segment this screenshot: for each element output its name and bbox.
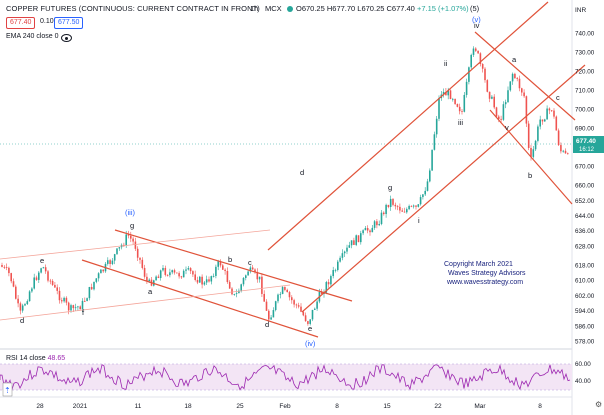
wave-label-16: b	[528, 171, 532, 180]
time-tick-4: 25	[236, 403, 244, 410]
buy-price-button[interactable]: 677.50	[54, 17, 84, 29]
wave-label-12: iii	[458, 118, 463, 127]
wave-label-0: d	[20, 316, 24, 325]
wave-label-11: ii	[444, 59, 448, 68]
currency-label: INR	[575, 7, 587, 14]
wave-label-17: c	[556, 93, 560, 102]
wave-degree-0: (iii)	[125, 208, 135, 217]
exchange-label: MCX	[265, 4, 282, 13]
time-tick-3: 18	[184, 403, 192, 410]
light-channel-upper	[0, 229, 271, 260]
wave-degree-2: (v)	[472, 15, 481, 24]
time-tick-1: 2021	[73, 403, 88, 410]
wave-degree-label: (5)	[470, 4, 480, 13]
rsi-pane: 60.00 40.00 ⇡	[0, 361, 591, 397]
rsi-line	[0, 363, 571, 391]
price-tick-0: 740.00	[575, 31, 595, 38]
gear-icon[interactable]: ⚙	[595, 400, 603, 409]
chart-title: COPPER FUTURES (CONTINUOUS: CURRENT CONT…	[6, 4, 260, 13]
wave-degree-1: (iv)	[305, 339, 316, 348]
correction-channel-lower	[489, 109, 573, 205]
wave-label-7: d	[265, 320, 269, 329]
ohlc-text: O670.25 H677.70 L670.25 C677.40	[296, 4, 415, 13]
price-tick-18: 578.00	[575, 339, 595, 346]
channel-upper-ii	[114, 229, 353, 302]
scroll-indicator[interactable]	[2, 382, 13, 397]
price-tick-2: 720.00	[575, 69, 595, 76]
wave-label-14: v	[505, 123, 509, 132]
tradingview-logo: ⇡	[4, 386, 11, 395]
impulse-channel-lower	[301, 64, 586, 313]
ohlc-values: O670.25 H677.70 L670.25 C677.40 +7.15 (+…	[296, 4, 469, 13]
price-tick-9: 652.00	[575, 198, 595, 205]
market-status-icon	[287, 6, 293, 12]
sell-price-button[interactable]: 677.40	[6, 17, 36, 29]
watermark-line-2: www.wavesstrategy.com	[446, 279, 523, 286]
timeframe-label[interactable]: 1h	[250, 4, 259, 13]
wave-label-6: c	[248, 258, 252, 267]
time-tick-7: 15	[383, 403, 391, 410]
candles-group	[1, 46, 569, 326]
rsi-legend: RSI 14 close 48.65	[6, 355, 65, 362]
price-tick-12: 628.00	[575, 243, 595, 250]
ema-indicator-label: EMA 240 close 0	[6, 33, 59, 40]
price-tick-3: 710.00	[575, 88, 595, 95]
price-tick-11: 636.00	[575, 228, 595, 235]
time-tick-10: 8	[538, 403, 542, 410]
spread-value: 0.10	[40, 18, 54, 25]
price-tick-15: 602.00	[575, 293, 595, 300]
price-tick-8: 660.00	[575, 183, 595, 190]
price-tick-14: 610.00	[575, 278, 595, 285]
correction-channel-upper	[474, 31, 576, 121]
time-tick-0: 28	[36, 403, 44, 410]
time-tick-2: 11	[135, 403, 142, 410]
rsi-value: 48.65	[47, 355, 66, 362]
wave-label-4: a	[148, 287, 153, 296]
rsi-tick-1: 40.00	[575, 378, 591, 385]
price-tick-10: 644.00	[575, 213, 595, 220]
watermark-line-1: Waves Strategy Advisors	[448, 270, 526, 277]
light-channel	[0, 229, 291, 321]
price-tick-17: 586.00	[575, 323, 595, 330]
wave-label-3: g	[130, 221, 134, 230]
price-change: +7.15 (+1.07%)	[416, 4, 469, 13]
price-tick-13: 618.00	[575, 262, 595, 269]
wave-label-13: iv	[474, 21, 480, 30]
last-price-value: 677.40	[576, 138, 596, 145]
price-tick-4: 700.00	[575, 107, 595, 114]
wave-label-8: e	[308, 324, 312, 333]
price-tick-1: 730.00	[575, 50, 595, 57]
channel-lower-ii	[81, 259, 319, 338]
impulse-channel-upper	[267, 1, 549, 251]
eye-icon[interactable]	[61, 34, 72, 42]
wave-label-9: g	[388, 183, 392, 192]
wave-label-15: a	[512, 55, 517, 64]
time-tick-8: 22	[434, 403, 442, 410]
price-tick-5: 690.00	[575, 126, 595, 133]
rsi-band	[0, 364, 572, 390]
time-tick-9: Mar	[474, 403, 486, 410]
wave-label-10: i	[418, 216, 420, 225]
price-tick-16: 594.00	[575, 308, 595, 315]
rsi-label: RSI 14 close	[6, 355, 46, 362]
time-tick-5: Feb	[279, 403, 291, 410]
wave-label-1: e	[40, 256, 44, 265]
trendlines	[81, 1, 586, 338]
watermark-line-0: Copyright March 2021	[444, 261, 513, 268]
wave-label-2: f	[82, 308, 85, 317]
wave-label-18: d	[300, 168, 304, 177]
wave-label-5: b	[228, 255, 232, 264]
last-price-tag	[573, 136, 604, 153]
light-channel-lower	[0, 284, 291, 321]
price-tick-7: 670.00	[575, 164, 595, 171]
rsi-tick-0: 60.00	[575, 361, 591, 368]
bar-countdown: 16:12	[579, 147, 595, 153]
time-tick-6: 8	[335, 403, 339, 410]
